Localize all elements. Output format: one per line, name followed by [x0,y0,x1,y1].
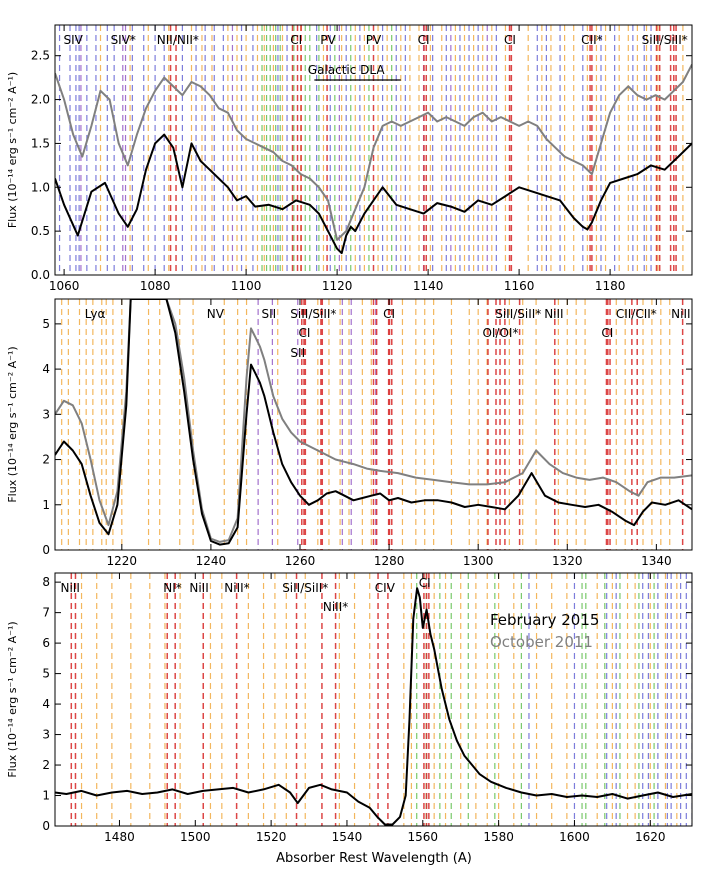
transition-label: NiII* [224,581,249,595]
transition-label: NiII [544,307,563,321]
y-tick-label: 5 [42,317,50,331]
x-tick-label: 1220 [107,554,138,568]
y-tick-label: 4 [42,697,50,711]
x-tick-label: 1500 [180,830,211,844]
panel-top: 1060 1080 1100 1120 1140 1160 1180 0.0 0.5 1.0 1.5… [6,24,693,293]
series-line-feb-2015 [55,133,692,255]
transition-label: SIV* [111,33,136,47]
x-tick-label: 1580 [483,830,514,844]
transition-label: CI [504,33,516,47]
y-tick-label: 4 [42,362,50,376]
marker-lines [58,25,684,275]
x-tick-label: 1160 [504,279,535,293]
x-axis-label: Absorber Rest Wavelength (A) [276,851,472,866]
x-tick-label: 1120 [322,279,353,293]
transition-label: NiII* [323,600,348,614]
transition-label: SiII/SiII* [495,307,541,321]
series-line-feb-2015 [55,587,692,826]
transition-label: PV [320,33,336,47]
transition-label: CI [601,326,613,340]
x-tick-label: 1100 [231,279,262,293]
axes-frame [54,572,693,827]
series-line-feb-2015 [55,299,692,546]
axes-frame [54,24,693,276]
x-tick-label: 1540 [332,830,363,844]
y-tick-label: 1 [42,789,50,803]
transition-label: SII [290,346,305,360]
y-tick-label: 2.0 [31,93,50,107]
y-tick-label: 0.0 [31,268,50,282]
transition-label: NiII [671,307,690,321]
transition-label: OI/OI* [482,326,518,340]
transition-label: CII* [581,33,602,47]
transition-label: SiII/SiII* [282,581,328,595]
axes-frame [54,298,693,551]
galactic-dla-label: Galactic DLA [308,63,386,77]
y-axis-label: Flux (10⁻¹⁴ erg s⁻¹ cm⁻² A⁻¹) [6,346,19,502]
y-tick-label: 2 [42,758,50,772]
x-tick-label: 1260 [285,554,316,568]
legend-entry: February 2015 [490,611,599,629]
x-tick-label: 1300 [463,554,494,568]
transition-label: NiII [189,581,208,595]
marker-lines [61,299,684,550]
x-tick-label: 1060 [49,279,80,293]
transition-label: SiII/SiII* [290,307,336,321]
transition-label: NiII [60,581,79,595]
y-tick-label: 7 [42,606,50,620]
y-tick-label: 0.5 [31,224,50,238]
marker-lines [70,573,692,826]
y-tick-label: 2.5 [31,49,50,63]
transition-label: SIV [64,33,84,47]
panel-middle: 1220 1240 1260 1280 1300 1320 1340 0 1 2 3 4 5 Flux (… [6,298,693,568]
transition-label: CI [298,326,310,340]
transition-label: NV [207,307,225,321]
transition-label: NI* [163,581,182,595]
transition-label: SiII/SiII* [642,33,688,47]
transition-label: CI [418,33,430,47]
transition-label: Lyα [85,307,106,321]
x-tick-label: 1080 [140,279,171,293]
transition-label: CI [290,33,302,47]
x-tick-label: 1520 [256,830,287,844]
x-tick-label: 1480 [104,830,135,844]
y-tick-label: 8 [42,575,50,589]
x-tick-label: 1560 [408,830,439,844]
y-axis-label: Flux (10⁻¹⁴ erg s⁻¹ cm⁻² A⁻¹) [6,621,19,777]
x-tick-label: 1620 [635,830,666,844]
transition-label: SII [261,307,276,321]
x-tick-label: 1140 [413,279,444,293]
x-tick-label: 1600 [559,830,590,844]
y-tick-label: 2 [42,453,50,467]
x-tick-label: 1340 [641,554,672,568]
transition-label: CI [419,576,431,590]
y-tick-label: 3 [42,407,50,421]
y-tick-label: 3 [42,728,50,742]
y-tick-label: 0 [42,543,50,557]
y-tick-label: 5 [42,667,50,681]
y-tick-label: 1.5 [31,136,50,150]
y-tick-label: 6 [42,636,50,650]
transition-label: CII/CII* [616,307,657,321]
x-tick-label: 1180 [595,279,626,293]
y-tick-label: 1 [42,498,50,512]
transition-label: CI [383,307,395,321]
x-tick-label: 1240 [196,554,227,568]
y-tick-label: 0 [42,819,50,833]
x-tick-label: 1320 [552,554,583,568]
y-axis-label: Flux (10⁻¹⁴ erg s⁻¹ cm⁻² A⁻¹) [6,72,19,228]
series-line-oct-2011 [55,299,692,543]
series-line-oct-2011 [55,64,692,241]
transition-label: PV [366,33,382,47]
y-tick-label: 1.0 [31,180,50,194]
transition-label: CIV [375,581,396,595]
x-tick-label: 1280 [374,554,405,568]
panel-bottom: 1480 1500 1520 1540 1560 1580 1600 1620 0 1 2 3 4 5 6 7… [6,572,693,844]
legend-entry: October 2011 [490,633,593,651]
transition-label: NII/NII* [157,33,199,47]
